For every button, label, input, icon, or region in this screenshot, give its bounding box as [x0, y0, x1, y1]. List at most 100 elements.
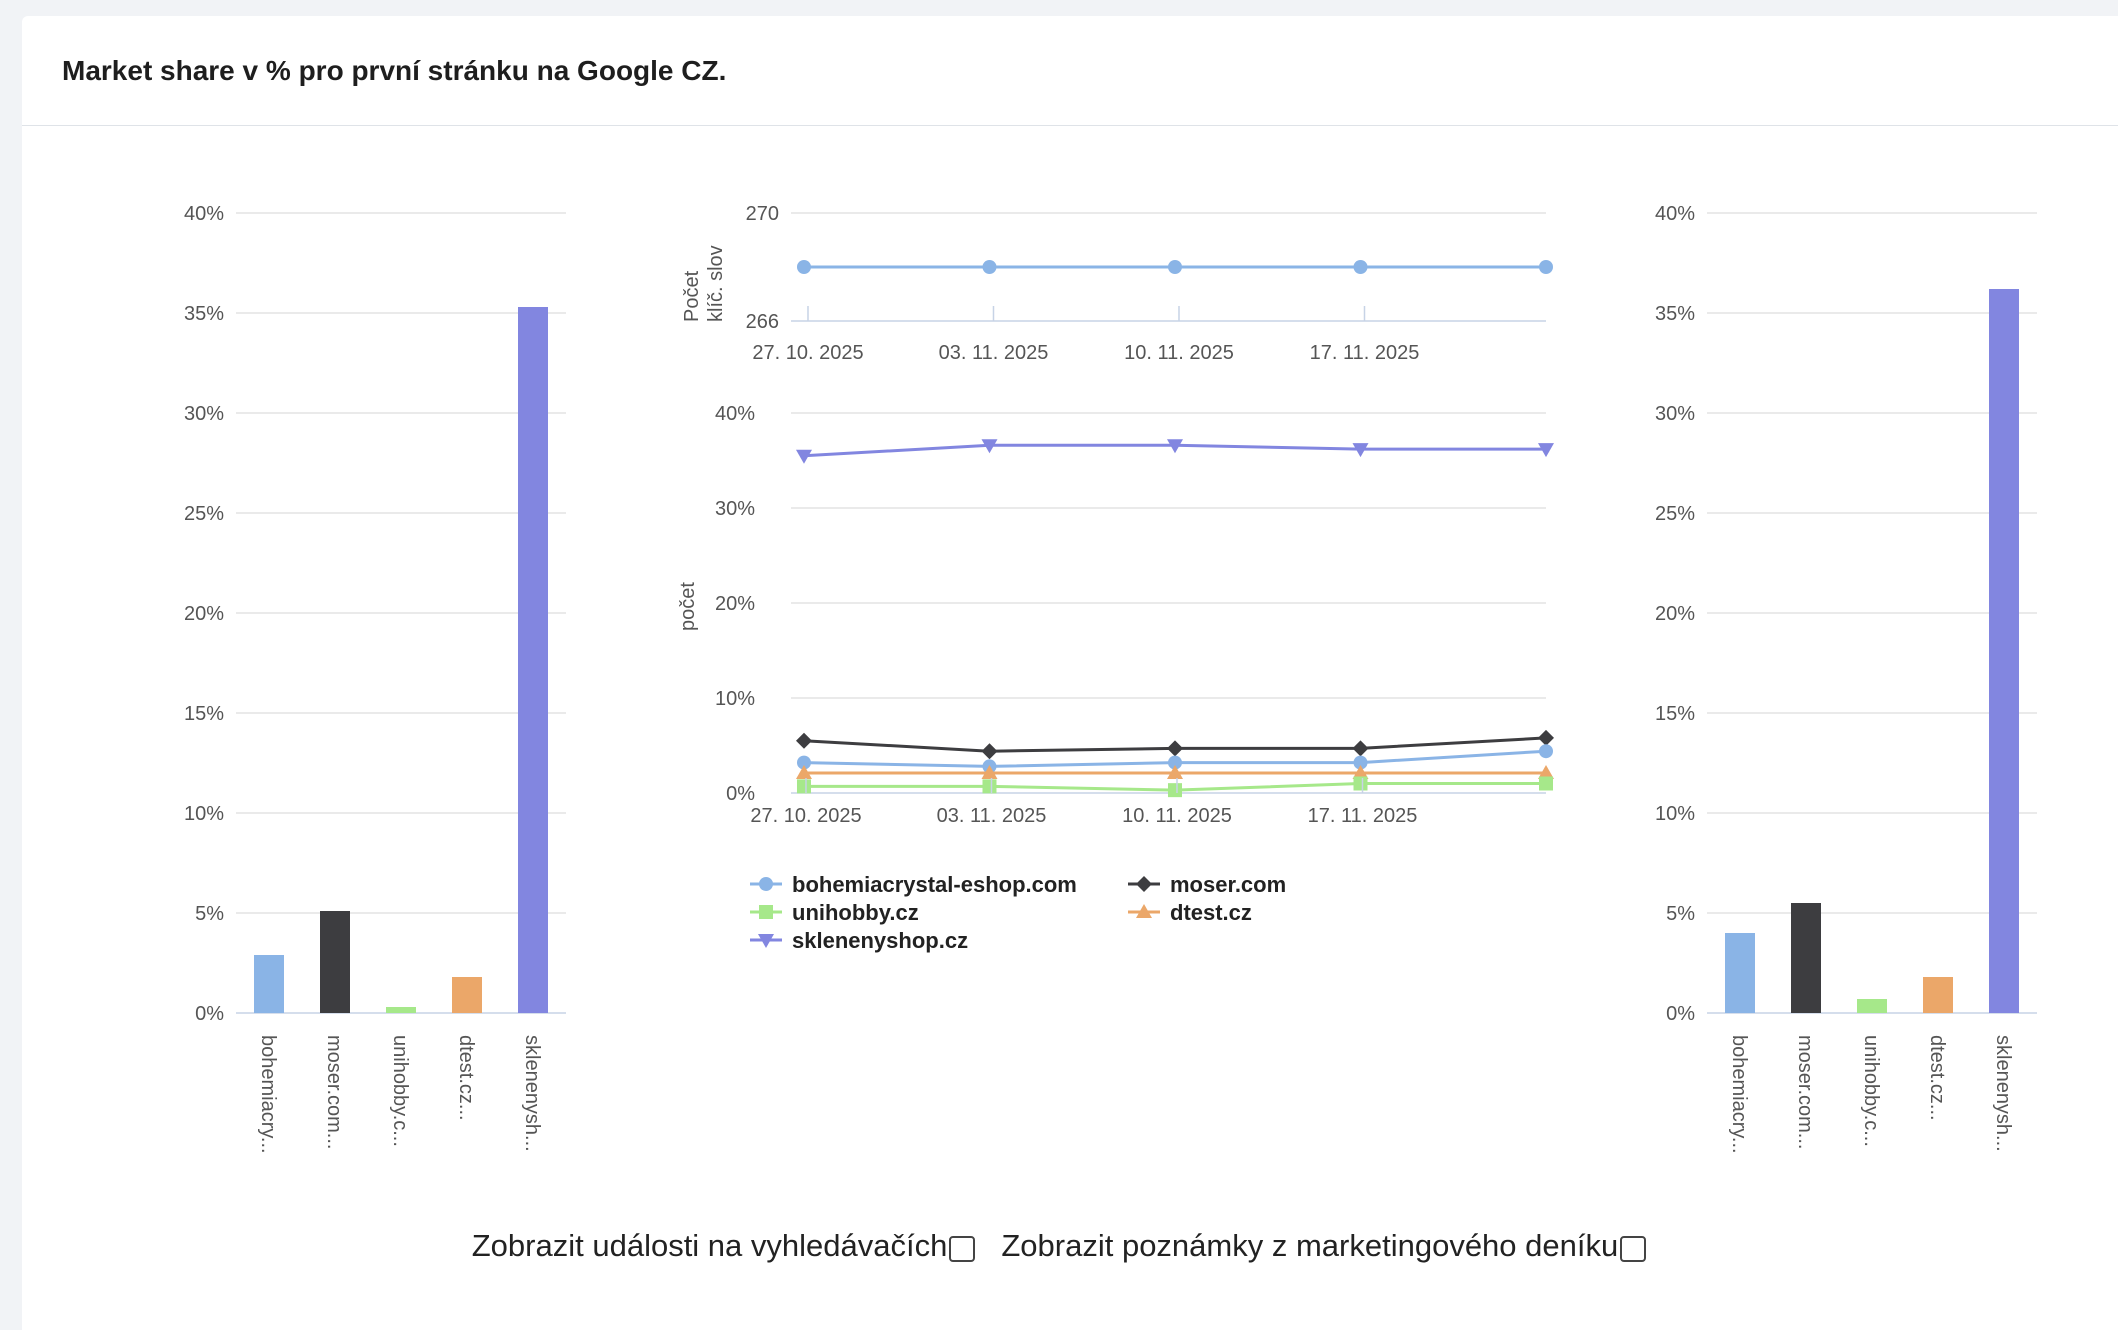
search-events-checkbox[interactable]	[949, 1236, 976, 1262]
x-tick-label: bohemiacry...	[257, 1035, 279, 1154]
point-dtest	[795, 765, 812, 780]
line-chart-legend[interactable]: bohemiacrystal-eshop.com moser.com unihobb…	[750, 872, 1286, 953]
bar-sklenenyshop	[1989, 289, 2019, 1013]
y-tick-label: 30%	[184, 403, 224, 425]
y-tick-label: 30%	[715, 498, 755, 520]
y-tick-label: 266	[746, 311, 779, 333]
x-tick-label: 03. 11. 2025	[937, 805, 1047, 827]
y-tick-label: 10%	[1655, 803, 1695, 825]
point-dtest	[1538, 765, 1554, 780]
marketing-notes-option[interactable]: Zobrazit poznámky z marketingového deník…	[1001, 1228, 1647, 1264]
y-tick-label: 10%	[715, 688, 755, 710]
display-options: Zobrazit události na vyhledávačích Zobra…	[0, 1228, 2118, 1264]
legend-label-sklenenyshop: sklenenyshop.cz	[792, 928, 968, 953]
point-dtest	[1166, 765, 1183, 780]
y-tick-label: 35%	[184, 303, 224, 325]
legend-label-dtest: dtest.cz	[1170, 900, 1252, 925]
x-tick-label: moser.com...	[1794, 1035, 1816, 1149]
point-moser	[1352, 740, 1369, 757]
y-tick-label: 25%	[1655, 503, 1695, 525]
point-sklenenyshop	[981, 439, 998, 454]
point-top-bohemiacrystal	[1539, 260, 1553, 274]
point-moser	[981, 743, 998, 760]
x-tick-label: bohemiacry...	[1728, 1035, 1750, 1154]
bar-bohemiacrystal	[1725, 933, 1755, 1013]
point-top-bohemiacrystal	[1167, 260, 1182, 274]
point-bohemiacrystal	[796, 755, 811, 770]
legend-marker-dtest	[1136, 904, 1152, 918]
y-tick-label: 20%	[184, 603, 224, 625]
point-unihobby	[796, 779, 811, 794]
marketing-notes-checkbox[interactable]	[1620, 1236, 1647, 1262]
x-tick-label: 17. 11. 2025	[1310, 342, 1420, 364]
card-title: Market share v % pro první stránku na Go…	[62, 54, 727, 86]
y-tick-label: 15%	[184, 703, 224, 725]
y-axis-label-top: Počet klíč. slov	[681, 245, 727, 322]
line-chart: 266 270 Počet klíč. slov 27. 10. 2025 03. 11.…	[677, 203, 1554, 827]
y-axis-label-line: klíč. slov	[705, 245, 727, 322]
point-top-bohemiacrystal	[1353, 260, 1368, 274]
y-tick-label: 15%	[1655, 703, 1695, 725]
search-events-option[interactable]: Zobrazit události na vyhledávačích	[472, 1228, 976, 1264]
y-tick-label: 5%	[195, 903, 224, 925]
y-tick-label: 30%	[1655, 403, 1695, 425]
point-sklenenyshop	[1352, 443, 1369, 458]
y-tick-label: 20%	[715, 593, 755, 615]
point-sklenenyshop	[1166, 439, 1183, 454]
point-moser	[1166, 740, 1183, 757]
bar-moser	[1791, 903, 1821, 1013]
y-tick-label: 20%	[1655, 603, 1695, 625]
point-sklenenyshop	[1538, 443, 1554, 458]
x-tick-label: 17. 11. 2025	[1308, 805, 1418, 827]
y-tick-label: 40%	[715, 403, 755, 425]
x-tick-label: moser.com...	[323, 1035, 345, 1149]
x-tick-label: 27. 10. 2025	[752, 342, 863, 364]
x-tick-label: sklenenysh...	[1992, 1035, 2014, 1152]
bar-sklenenyshop	[518, 307, 548, 1013]
y-axis-label-bottom: počet	[677, 582, 699, 631]
marketing-notes-label: Zobrazit poznámky z marketingového deník…	[1001, 1228, 1619, 1263]
y-tick-label: 25%	[184, 503, 224, 525]
point-dtest	[981, 765, 998, 780]
right-bar-chart: 0% 5% 10% 15% 20% 25% 30% 35% 40% bohemiacry... mo…	[1655, 203, 2037, 1154]
point-unihobby	[1353, 776, 1368, 791]
x-tick-label: unihobby.c...	[389, 1035, 411, 1147]
y-tick-label: 40%	[184, 203, 224, 225]
y-axis-label-line: Počet	[681, 270, 703, 322]
y-tick-label: 0%	[195, 1003, 224, 1025]
point-unihobby	[1167, 783, 1182, 798]
search-events-label: Zobrazit události na vyhledávačích	[471, 1228, 948, 1263]
legend-label-bohemiacrystal: bohemiacrystal-eshop.com	[792, 872, 1077, 897]
legend-label-unihobby: unihobby.cz	[792, 900, 919, 925]
bar-unihobby	[1857, 999, 1887, 1013]
point-dtest	[1352, 765, 1369, 780]
point-top-bohemiacrystal	[982, 260, 997, 274]
legend-marker-moser	[1136, 876, 1152, 892]
y-tick-label: 0%	[1666, 1003, 1695, 1025]
y-tick-label: 0%	[726, 783, 755, 805]
card-header: Market share v % pro první stránku na Go…	[22, 16, 2118, 126]
y-tick-label: 270	[746, 203, 779, 225]
point-sklenenyshop	[795, 449, 812, 464]
legend-marker-bohemiacrystal	[759, 877, 773, 891]
x-tick-label: 03. 11. 2025	[939, 342, 1049, 364]
bar-unihobby	[386, 1007, 416, 1013]
x-tick-label: dtest.cz...	[455, 1035, 477, 1121]
legend-label-moser: moser.com	[1170, 872, 1286, 897]
x-tick-label: 27. 10. 2025	[750, 805, 861, 827]
x-tick-label: dtest.cz...	[1926, 1035, 1948, 1121]
point-top-bohemiacrystal	[796, 260, 811, 274]
bar-dtest	[1923, 977, 1953, 1013]
x-tick-label: unihobby.c...	[1860, 1035, 1882, 1147]
bar-dtest	[452, 977, 482, 1013]
y-tick-label: 10%	[184, 803, 224, 825]
left-bar-chart: 0% 5% 10% 15% 20% 25% 30% 35% 40% bohemiacry... mo…	[184, 203, 566, 1154]
y-tick-label: 40%	[1655, 203, 1695, 225]
bar-moser	[320, 911, 350, 1013]
point-moser	[1538, 729, 1554, 746]
point-moser	[795, 732, 812, 749]
x-tick-label: 10. 11. 2025	[1124, 342, 1234, 364]
market-share-card: Market share v % pro první stránku na Go…	[22, 16, 2118, 1330]
bar-bohemiacrystal	[254, 955, 284, 1013]
